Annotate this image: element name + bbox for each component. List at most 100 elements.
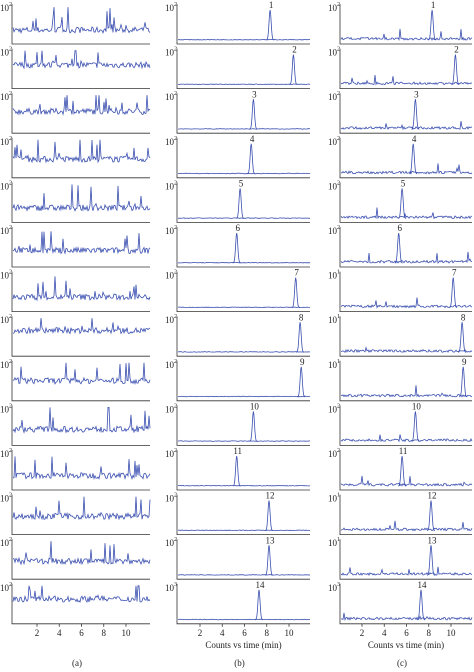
baseline-trace [177,261,311,264]
axis [176,539,310,580]
axis [11,93,150,134]
axis [339,316,472,357]
column-label: (b) [234,658,245,668]
y-label: 102 [328,92,340,103]
baseline-trace [177,618,311,621]
axis [176,360,310,402]
axis [339,227,472,268]
trace [12,50,151,70]
baseline-trace [177,128,311,130]
y-label-base: 10 [0,271,10,281]
x-tick-label: 4 [57,628,62,638]
x-tick-label: 8 [427,628,432,638]
trace [12,7,151,34]
y-label-base: 10 [0,404,10,414]
y-label: 103 [328,582,340,593]
y-label-base: 10 [165,449,175,459]
trace [12,95,151,116]
y-label: 103 [165,582,177,593]
peak-label: 7 [294,268,299,278]
peak-label: 7 [452,268,457,278]
y-label-exp: 2 [337,448,340,454]
x-tick-label: 4 [382,628,387,638]
y-label: 102 [0,448,12,459]
y-label-base: 10 [165,48,175,58]
y-label-exp: 2 [337,404,340,410]
axis [339,405,472,446]
y-label-base: 10 [0,538,10,548]
axis [176,137,310,179]
y-label: 101 [328,493,340,504]
x-tick-label: 6 [404,628,409,638]
y-label-exp: 2 [337,92,340,98]
y-label-exp: 2 [174,538,177,544]
peak [426,545,436,576]
trace [12,276,151,302]
y-label: 102 [328,404,340,415]
x-tick-label: 10 [122,628,132,638]
baseline-trace [177,83,311,86]
y-label: 101 [328,315,340,326]
baseline-trace [177,351,311,353]
y-label-exp: 2 [174,47,177,53]
peak [249,99,258,130]
axis [11,137,150,179]
baseline-trace [177,440,311,442]
axis [11,48,150,89]
y-label-exp: 2 [9,582,12,588]
peak [297,366,306,398]
trace [12,541,151,566]
y-label: 102 [328,2,340,13]
y-label-exp: 2 [9,493,12,499]
baseline-trace [340,612,473,622]
axis [339,4,472,45]
y-label: 102 [165,181,177,192]
y-label-base: 10 [0,48,10,58]
peak [249,411,258,442]
y-label-exp: 1 [337,538,340,544]
axis [11,316,150,357]
peak [236,188,245,219]
y-label-exp: 1 [337,270,340,276]
x-tick-label: 2 [198,628,203,638]
y-label-base: 10 [165,137,175,147]
peak [291,277,300,308]
baseline-trace [340,297,473,309]
baseline-trace [340,434,473,443]
y-label: 102 [0,47,12,58]
axis [11,450,150,491]
peak-label: 14 [417,580,427,590]
axis [11,4,150,45]
y-label-exp: 2 [337,47,340,53]
y-label: 102 [328,448,340,459]
y-label: 102 [165,538,177,549]
axis [11,583,150,625]
y-label-base: 10 [165,315,175,325]
y-label-exp: 2 [9,359,12,365]
y-label: 102 [328,181,340,192]
x-tick-label: 10 [285,628,295,638]
axis [176,450,310,491]
y-label-exp: 3 [337,582,340,588]
y-label: 102 [165,270,177,281]
y-label-exp: 2 [9,448,12,454]
baseline-trace [178,529,311,532]
baseline-trace [177,38,310,41]
baseline-trace [340,475,473,487]
axis [339,48,472,89]
x-tick-label: 6 [242,628,247,638]
peak [289,54,298,85]
y-label-base: 10 [328,226,338,236]
y-label: 102 [328,47,340,58]
baseline-trace [340,74,473,86]
y-label-exp: 2 [174,359,177,365]
axis [176,271,310,312]
y-label: 102 [165,493,177,504]
y-label: 102 [0,538,12,549]
column-label: (c) [397,658,407,668]
y-label-base: 10 [0,181,10,191]
peak-label: 6 [397,223,402,233]
y-label-base: 10 [165,538,175,548]
axis [11,182,150,223]
